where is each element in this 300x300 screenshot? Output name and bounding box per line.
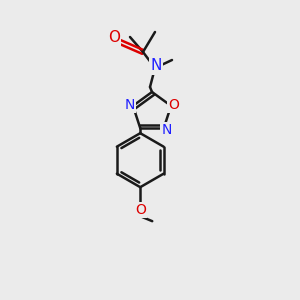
- Text: N: N: [150, 58, 162, 74]
- Text: O: O: [108, 31, 120, 46]
- Text: O: O: [169, 98, 179, 112]
- Text: N: N: [162, 123, 172, 137]
- Text: N: N: [125, 98, 135, 112]
- Text: O: O: [135, 203, 146, 217]
